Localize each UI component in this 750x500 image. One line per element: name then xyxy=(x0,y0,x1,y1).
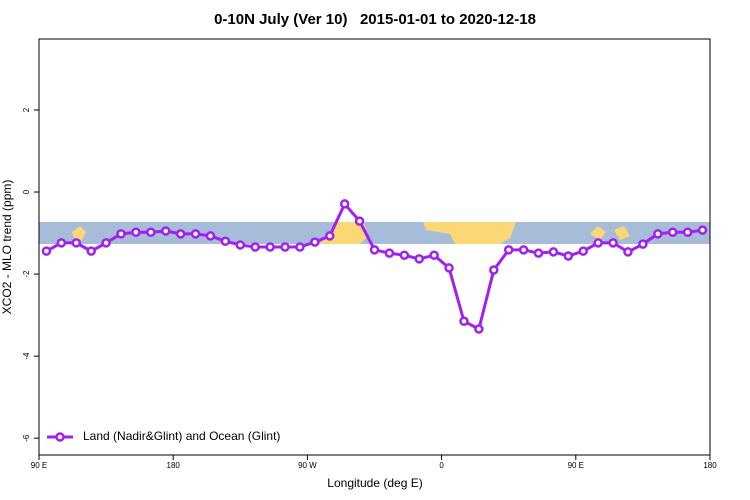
data-point xyxy=(265,242,275,252)
data-point xyxy=(310,237,320,247)
data-point xyxy=(220,236,231,247)
chart-title: 0-10N July (Ver 10) 2015-01-01 to 2020-1… xyxy=(214,11,536,28)
data-point xyxy=(175,229,186,239)
x-tick-label: 90 W xyxy=(298,461,317,470)
data-point xyxy=(444,263,454,273)
data-point xyxy=(593,238,603,248)
data-point xyxy=(489,265,499,275)
data-point xyxy=(474,324,484,334)
data-point xyxy=(71,238,82,248)
data-point xyxy=(56,238,67,248)
data-point xyxy=(608,238,618,248)
data-point xyxy=(354,216,365,226)
data-point xyxy=(101,238,111,248)
y-tick-label: 2 xyxy=(22,107,31,112)
land-patch xyxy=(72,226,86,240)
data-point xyxy=(623,247,633,257)
data-point xyxy=(697,225,708,235)
x-tick-label: 180 xyxy=(703,461,717,470)
data-point xyxy=(146,227,156,237)
land-patch xyxy=(590,226,630,240)
data-point xyxy=(533,248,544,258)
data-point xyxy=(414,254,424,264)
data-point xyxy=(548,247,559,257)
x-tick-label: 90 E xyxy=(568,461,584,470)
data-point xyxy=(190,229,201,239)
y-tick-label: -2 xyxy=(22,270,31,278)
data-point xyxy=(518,245,529,255)
data-point xyxy=(459,316,469,327)
data-point xyxy=(235,240,246,250)
data-point xyxy=(369,245,380,255)
data-point xyxy=(682,227,693,237)
data-point xyxy=(205,231,216,241)
x-tick-label: 0 xyxy=(439,461,444,470)
data-point xyxy=(295,242,305,252)
data-point xyxy=(563,251,574,261)
data-point xyxy=(86,246,96,256)
data-point xyxy=(578,246,589,256)
data-point xyxy=(116,229,126,239)
data-point xyxy=(503,245,514,255)
data-point xyxy=(399,250,410,260)
data-point xyxy=(160,226,171,236)
plot-frame xyxy=(38,38,711,456)
data-point xyxy=(667,227,678,237)
x-tick-label: 90 E xyxy=(31,461,47,470)
data-point xyxy=(653,229,663,239)
y-tick-label: 0 xyxy=(22,189,31,194)
land-patch xyxy=(423,222,516,244)
data-point xyxy=(280,242,290,252)
data-point xyxy=(41,246,52,256)
data-point xyxy=(638,239,648,249)
y-tick-label: -4 xyxy=(22,352,31,360)
x-tick-label: 180 xyxy=(167,461,181,470)
x-axis-label: Longitude (deg E) xyxy=(327,476,422,490)
data-point xyxy=(131,227,141,237)
legend-marker xyxy=(55,432,65,442)
y-tick-label: -6 xyxy=(22,434,31,442)
y-axis-label: XCO2 - MLO trend (ppm) xyxy=(0,180,14,315)
legend-label: Land (Nadir&Glint) and Ocean (Glint) xyxy=(83,429,280,443)
data-point xyxy=(325,231,335,241)
data-point xyxy=(250,242,260,252)
data-point xyxy=(339,199,350,209)
data-point xyxy=(429,250,439,260)
data-point xyxy=(384,248,395,258)
